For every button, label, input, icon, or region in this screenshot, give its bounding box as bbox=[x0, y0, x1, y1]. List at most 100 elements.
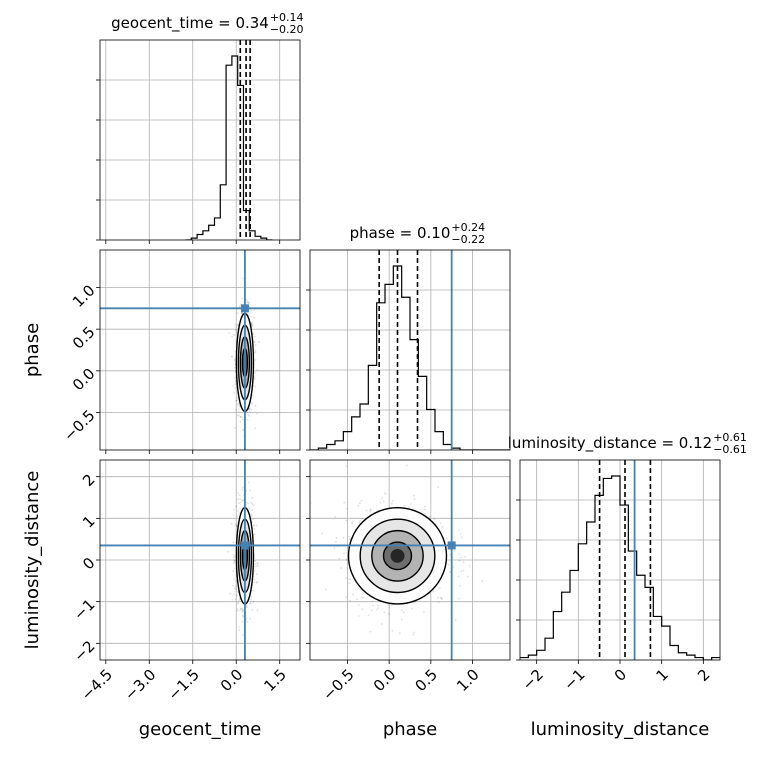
sample-point bbox=[457, 529, 460, 532]
panel-frame bbox=[309, 249, 511, 451]
x-tick-label: 2 bbox=[694, 666, 713, 685]
sample-point bbox=[345, 559, 348, 562]
sample-point bbox=[247, 502, 249, 505]
sample-point bbox=[247, 481, 250, 484]
x-tick-label: 1.5 bbox=[260, 666, 290, 696]
y-tick-label: 0.0 bbox=[69, 365, 99, 395]
sample-point bbox=[250, 515, 253, 518]
title-upper-error: +0.24 bbox=[451, 221, 485, 234]
sample-point bbox=[446, 537, 448, 540]
sample-point bbox=[410, 607, 413, 610]
sample-point bbox=[238, 628, 241, 631]
x-tick-label: −3.0 bbox=[121, 666, 159, 704]
sample-point bbox=[403, 504, 406, 507]
sample-point bbox=[253, 527, 256, 530]
sample-point bbox=[239, 498, 241, 501]
sample-point bbox=[352, 593, 354, 596]
panel-title: luminosity_distance = 0.12 bbox=[508, 434, 712, 453]
sample-point bbox=[232, 593, 235, 596]
sample-point bbox=[250, 323, 253, 325]
x-axis-label: luminosity_distance bbox=[531, 719, 710, 740]
sample-point bbox=[254, 559, 256, 562]
sample-point bbox=[362, 596, 365, 599]
truth-marker bbox=[240, 304, 249, 313]
sample-point bbox=[375, 608, 378, 611]
sample-point bbox=[458, 552, 461, 555]
sample-point bbox=[333, 546, 336, 549]
sample-point bbox=[358, 521, 361, 524]
sample-point bbox=[413, 494, 415, 497]
sample-point bbox=[359, 502, 361, 505]
sample-point bbox=[240, 312, 243, 315]
sample-point bbox=[338, 557, 341, 560]
sample-point bbox=[239, 507, 241, 510]
sample-point bbox=[453, 549, 456, 552]
sample-point bbox=[236, 404, 239, 406]
sample-point bbox=[236, 590, 239, 593]
panel-title: geocent_time = 0.34 bbox=[111, 14, 269, 33]
sample-point bbox=[246, 419, 249, 421]
sample-point bbox=[232, 584, 234, 587]
sample-point bbox=[440, 597, 443, 600]
sample-point bbox=[234, 377, 237, 379]
sample-point bbox=[233, 559, 236, 562]
sample-point bbox=[251, 394, 254, 397]
sample-point bbox=[387, 603, 390, 606]
panel-grid-0-0 bbox=[100, 40, 300, 240]
sample-point bbox=[441, 525, 444, 528]
sample-point bbox=[251, 497, 254, 499]
panel-grid-2-1 bbox=[310, 460, 510, 660]
sample-point bbox=[349, 599, 352, 602]
sample-point bbox=[238, 414, 240, 417]
sample-point bbox=[245, 606, 248, 608]
sample-point bbox=[452, 566, 455, 569]
sample-point bbox=[246, 300, 249, 303]
sample-point bbox=[481, 580, 484, 582]
sample-point bbox=[253, 341, 256, 344]
sample-point bbox=[345, 577, 347, 580]
sample-point bbox=[346, 507, 348, 510]
sample-point bbox=[457, 575, 460, 578]
sample-point bbox=[245, 298, 248, 301]
sample-point bbox=[237, 601, 240, 604]
sample-point bbox=[462, 561, 465, 564]
sample-point bbox=[236, 525, 238, 527]
sample-point bbox=[437, 596, 439, 599]
sample-point bbox=[439, 587, 441, 590]
sample-point bbox=[232, 570, 235, 572]
sample-point bbox=[361, 517, 364, 520]
sample-point bbox=[240, 499, 243, 502]
title-upper-error: +0.61 bbox=[713, 431, 747, 444]
sample-point bbox=[241, 609, 244, 612]
sample-point bbox=[253, 524, 256, 527]
truth-marker bbox=[240, 541, 249, 550]
sample-point bbox=[246, 301, 249, 304]
sample-point bbox=[423, 508, 426, 511]
sample-point bbox=[343, 552, 345, 555]
y-tick-label: 0.5 bbox=[69, 323, 99, 353]
sample-point bbox=[405, 464, 408, 467]
sample-point bbox=[254, 563, 257, 566]
sample-point bbox=[383, 492, 386, 495]
sample-point bbox=[439, 522, 442, 525]
sample-point bbox=[231, 598, 234, 601]
sample-point bbox=[233, 555, 236, 558]
sample-point bbox=[345, 552, 348, 554]
sample-point bbox=[241, 418, 244, 421]
panel-grid-2-0 bbox=[100, 460, 300, 660]
sample-point bbox=[254, 404, 257, 407]
sample-point bbox=[345, 519, 348, 522]
sample-point bbox=[371, 600, 374, 603]
sample-point bbox=[257, 565, 260, 567]
sample-point bbox=[348, 582, 351, 585]
sample-point bbox=[254, 565, 256, 568]
sample-point bbox=[235, 399, 238, 402]
sample-point bbox=[379, 501, 382, 504]
sample-point bbox=[235, 588, 237, 591]
sample-point bbox=[241, 312, 243, 314]
sample-point bbox=[348, 578, 351, 581]
sample-point bbox=[387, 613, 390, 615]
sample-point bbox=[256, 412, 258, 415]
sample-point bbox=[437, 486, 440, 488]
title-lower-error: −0.20 bbox=[270, 23, 304, 36]
